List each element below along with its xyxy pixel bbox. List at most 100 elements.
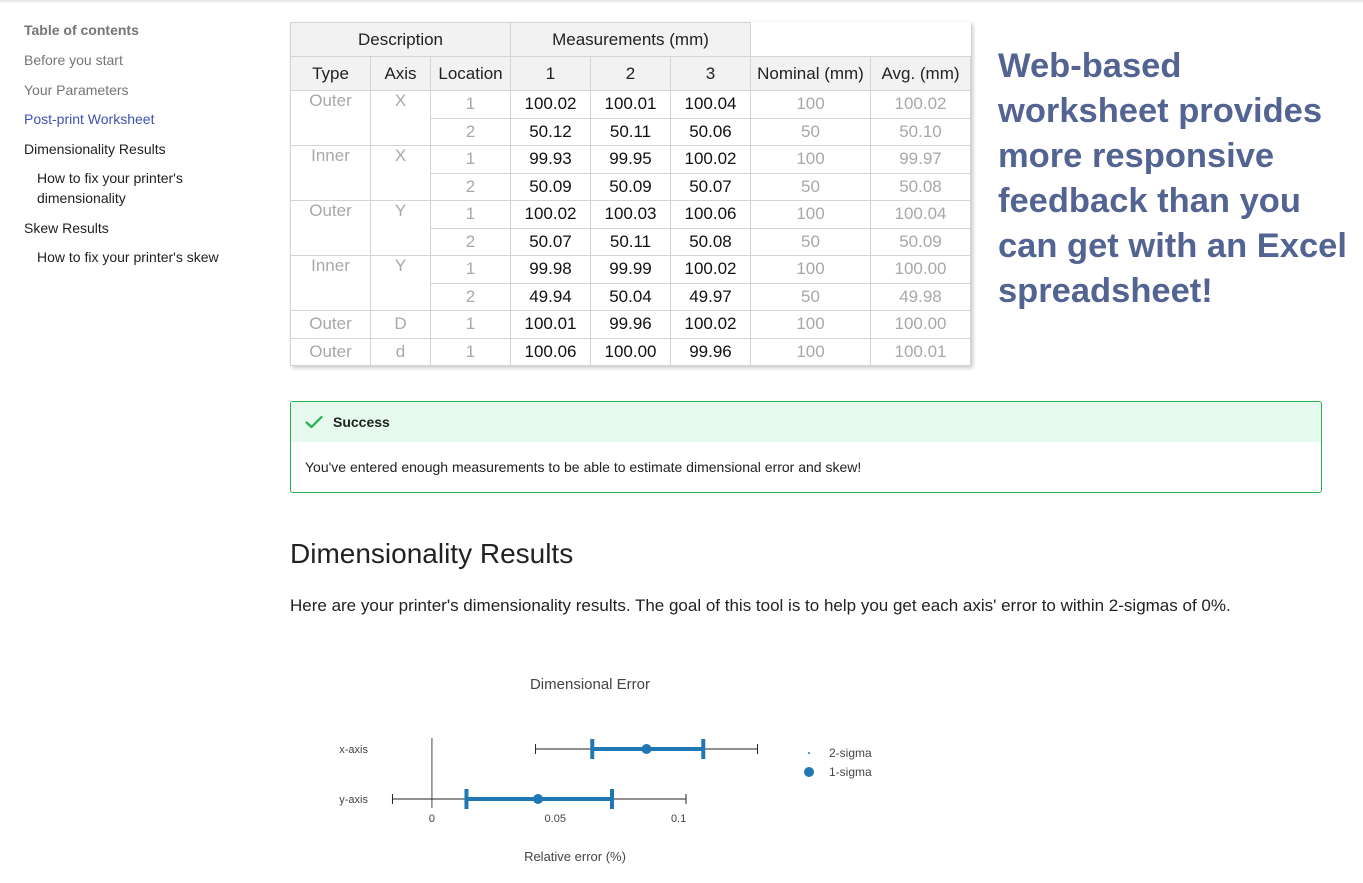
average-cell: 50.10 xyxy=(870,117,971,146)
average-cell: 100.04 xyxy=(870,200,971,229)
toc-item-before-you-start[interactable]: Before you start xyxy=(24,52,123,68)
table-row: 2 50.07 50.11 50.08 50 50.09 xyxy=(291,227,971,256)
measurement-cell[interactable]: 99.96 xyxy=(590,310,671,339)
column-header-measurement-1: 1 xyxy=(510,56,591,91)
chart-x-axis-label: Relative error (%) xyxy=(524,849,626,864)
table-row: Outer Y 1 100.02 100.03 100.06 100 100.0… xyxy=(290,200,971,256)
table-of-contents: Table of contents Before you start Your … xyxy=(24,22,264,277)
success-alert-title: Success xyxy=(333,414,390,430)
average-cell: 100.02 xyxy=(870,90,971,119)
column-header-measurement-2: 2 xyxy=(590,56,671,91)
toc-item-fix-skew[interactable]: How to fix your printer's skew xyxy=(37,249,219,265)
measurement-cell[interactable]: 50.07 xyxy=(510,227,591,256)
average-cell: 100.01 xyxy=(870,337,971,366)
measurement-cell[interactable]: 50.08 xyxy=(670,227,751,256)
table-row: 2 49.94 50.04 49.97 50 49.98 xyxy=(291,282,971,311)
measurement-cell[interactable]: 100.00 xyxy=(590,337,671,366)
nominal-cell: 50 xyxy=(750,117,871,146)
toc-item-dimensionality-results[interactable]: Dimensionality Results xyxy=(24,140,166,157)
measurement-cell[interactable]: 100.06 xyxy=(510,337,591,366)
type-cell: Inner xyxy=(290,255,371,311)
column-header-type: Type xyxy=(290,56,371,91)
type-cell: Outer xyxy=(290,310,371,339)
location-cell: 1 xyxy=(430,255,511,284)
measurement-cell[interactable]: 100.02 xyxy=(670,255,751,284)
nominal-cell: 100 xyxy=(750,337,871,366)
measurement-cell[interactable]: 100.03 xyxy=(590,200,671,229)
measurement-cell[interactable]: 100.02 xyxy=(670,310,751,339)
measurement-cell[interactable]: 50.09 xyxy=(510,172,591,201)
average-cell: 50.08 xyxy=(870,172,971,201)
chart-plot-area: x-axis y-axis 0 0.05 0.1 xyxy=(339,738,759,825)
toc-item-your-parameters[interactable]: Your Parameters xyxy=(24,81,129,98)
measurement-cell[interactable]: 100.06 xyxy=(670,200,751,229)
one-sigma-point xyxy=(533,794,543,804)
column-header-average: Avg. (mm) xyxy=(870,56,971,91)
toc-item-skew-results[interactable]: Skew Results xyxy=(24,219,109,236)
location-cell: 1 xyxy=(430,200,511,229)
location-cell: 1 xyxy=(430,90,511,119)
measurement-cell[interactable]: 49.97 xyxy=(670,282,751,311)
measurement-cell[interactable]: 50.12 xyxy=(510,117,591,146)
average-cell: 50.09 xyxy=(870,227,971,256)
measurement-cell[interactable]: 99.93 xyxy=(510,145,591,174)
nominal-cell: 100 xyxy=(750,255,871,284)
group-header-description: Description xyxy=(290,22,511,57)
nominal-cell: 100 xyxy=(750,200,871,229)
table-row: 2 50.12 50.11 50.06 50 50.10 xyxy=(291,117,971,146)
section-heading: Dimensionality Results xyxy=(290,538,574,569)
group-header-measurements: Measurements (mm) xyxy=(510,22,751,57)
nominal-cell: 50 xyxy=(750,282,871,311)
annotation-callout: Web-based worksheet provides more respon… xyxy=(998,47,1347,310)
dimensional-error-chart: Dimensional Error x-axis y-axis 0 0.05 0.1 R… xyxy=(339,676,872,864)
measurement-cell[interactable]: 49.94 xyxy=(510,282,591,311)
nominal-cell: 50 xyxy=(750,227,871,256)
one-sigma-point xyxy=(641,744,652,754)
measurement-cell[interactable]: 99.99 xyxy=(590,255,671,284)
measurement-cell[interactable]: 100.02 xyxy=(510,90,591,119)
measurement-cell[interactable]: 99.95 xyxy=(590,145,671,174)
legend-label-2-sigma: 2-sigma xyxy=(829,746,872,760)
table-row: Inner X 1 99.93 99.95 100.02 100 99.97 xyxy=(290,145,971,201)
measurement-cell[interactable]: 100.02 xyxy=(670,145,751,174)
axis-cell: d xyxy=(370,337,431,366)
success-alert-header: Success xyxy=(291,402,1321,442)
column-header-nominal: Nominal (mm) xyxy=(750,56,871,91)
success-alert-message: You've entered enough measurements to be… xyxy=(305,459,862,475)
type-cell: Outer xyxy=(290,337,371,366)
y-tick-label: x-axis xyxy=(339,744,368,756)
x-tick-label: 0 xyxy=(429,813,435,825)
chart-title: Dimensional Error xyxy=(530,676,650,693)
location-cell: 1 xyxy=(430,310,511,339)
measurement-cell[interactable]: 100.01 xyxy=(510,310,591,339)
success-alert: Success You've entered enough measuremen… xyxy=(290,401,1322,493)
measurement-cell[interactable]: 50.04 xyxy=(590,282,671,311)
measurement-cell[interactable]: 50.07 xyxy=(670,172,751,201)
average-cell: 49.98 xyxy=(870,282,971,311)
location-cell: 2 xyxy=(430,117,511,146)
toc-item-post-print-worksheet[interactable]: Post-print Worksheet xyxy=(24,111,155,127)
toc-item-fix-dimensionality[interactable]: How to fix your printer's dimensionality xyxy=(37,170,183,206)
legend-marker-2-sigma xyxy=(808,752,810,754)
measurement-cell[interactable]: 50.06 xyxy=(670,117,751,146)
measurement-cell[interactable]: 99.98 xyxy=(510,255,591,284)
measurement-cell[interactable]: 100.01 xyxy=(590,90,671,119)
table-row: Outer D 1 100.01 99.96 100.02 100 100.00 xyxy=(290,310,971,339)
section-intro: Here are your printer's dimensionality r… xyxy=(290,596,1231,615)
measurement-cell[interactable]: 100.02 xyxy=(510,200,591,229)
measurement-cell[interactable]: 100.04 xyxy=(670,90,751,119)
location-cell: 1 xyxy=(430,337,511,366)
type-cell: Inner xyxy=(290,145,371,201)
table-row: Inner Y 1 99.98 99.99 100.02 100 100.00 xyxy=(290,255,971,311)
type-cell: Outer xyxy=(290,90,371,146)
average-cell: 99.97 xyxy=(870,145,971,174)
measurement-cell[interactable]: 99.96 xyxy=(670,337,751,366)
measurement-cell[interactable]: 50.09 xyxy=(590,172,671,201)
nominal-cell: 100 xyxy=(750,145,871,174)
column-header-measurement-3: 3 xyxy=(670,56,751,91)
worksheet-table: Description Measurements (mm) Type Axis … xyxy=(290,22,971,366)
measurement-cell[interactable]: 50.11 xyxy=(590,117,671,146)
measurement-cell[interactable]: 50.11 xyxy=(590,227,671,256)
table-row: Outer X 1 100.02 100.01 100.04 100 100.0… xyxy=(290,90,971,146)
location-cell: 2 xyxy=(430,227,511,256)
